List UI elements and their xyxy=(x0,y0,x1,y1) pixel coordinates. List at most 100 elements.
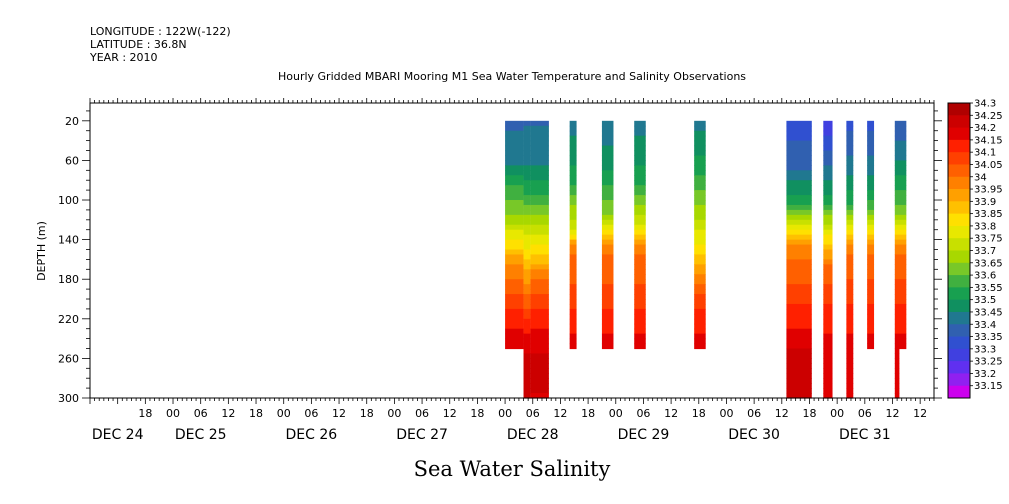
data-cell xyxy=(601,214,614,221)
data-cell xyxy=(523,308,531,315)
data-cell xyxy=(569,239,577,246)
data-cell xyxy=(786,383,812,389)
data-cell xyxy=(894,318,907,325)
data-cell xyxy=(867,259,875,265)
data-cell xyxy=(530,299,549,305)
data-cell xyxy=(523,318,531,325)
data-cell xyxy=(523,338,531,345)
data-cell xyxy=(786,195,812,201)
data-cell xyxy=(523,299,531,305)
x-tick-label: 06 xyxy=(747,407,761,420)
data-cell xyxy=(530,190,549,196)
data-cell xyxy=(867,175,875,181)
data-cell xyxy=(569,150,577,157)
data-cell xyxy=(786,294,812,300)
data-cell xyxy=(530,219,549,226)
data-cell xyxy=(823,254,833,261)
data-cell xyxy=(601,190,614,196)
data-cell xyxy=(634,264,646,270)
data-cell xyxy=(523,269,531,275)
data-cell xyxy=(634,328,646,335)
data-cell xyxy=(530,393,549,399)
data-cell xyxy=(601,204,614,211)
data-cell xyxy=(694,274,706,280)
data-cell xyxy=(894,393,900,399)
data-cell xyxy=(530,120,549,127)
colorbar-swatch xyxy=(948,275,970,288)
data-cell xyxy=(634,125,646,132)
data-cell xyxy=(569,155,577,162)
x-day-label: DEC 31 xyxy=(839,427,891,443)
data-cell xyxy=(786,214,812,221)
data-cell xyxy=(523,373,531,379)
data-cell xyxy=(894,254,907,261)
data-cell xyxy=(786,130,812,137)
data-cell xyxy=(894,313,907,320)
data-cell xyxy=(894,378,900,384)
data-cell xyxy=(823,219,833,226)
data-cell xyxy=(505,209,524,216)
data-cell xyxy=(601,135,614,142)
data-cell xyxy=(523,383,531,389)
data-cell xyxy=(530,145,549,152)
data-cell xyxy=(846,175,854,181)
data-cell xyxy=(694,219,706,226)
data-cell xyxy=(530,170,549,176)
data-cell xyxy=(786,170,812,176)
x-tick-label: 18 xyxy=(249,407,263,420)
data-cell xyxy=(523,333,531,340)
data-cell xyxy=(523,135,531,142)
x-day-label: DEC 27 xyxy=(396,427,448,443)
data-cell xyxy=(634,338,646,345)
data-cell xyxy=(523,328,531,335)
data-cell xyxy=(786,120,812,127)
data-cell xyxy=(846,234,854,241)
data-cell xyxy=(846,200,854,206)
data-cell xyxy=(846,160,854,166)
x-tick-label: 18 xyxy=(802,407,816,420)
data-cell xyxy=(694,303,706,310)
colorbar-swatch xyxy=(948,348,970,362)
data-cell xyxy=(894,249,907,256)
data-cell xyxy=(846,284,854,290)
x-tick-label: 12 xyxy=(332,407,346,420)
data-cell xyxy=(786,264,812,270)
data-cell xyxy=(694,175,706,181)
data-cell xyxy=(823,145,833,152)
data-cell xyxy=(505,284,524,290)
data-cell xyxy=(867,209,875,216)
colorbar-label: 33.75 xyxy=(974,234,1003,245)
data-cell xyxy=(846,323,854,330)
data-cell xyxy=(530,229,549,236)
y-tick-label: 60 xyxy=(65,154,79,167)
data-cell xyxy=(694,249,706,256)
data-cell xyxy=(505,175,524,181)
data-cell xyxy=(823,303,833,310)
data-cell xyxy=(601,284,614,290)
x-tick-label: 18 xyxy=(470,407,484,420)
data-cell xyxy=(523,130,531,137)
data-cell xyxy=(601,279,614,285)
data-cell xyxy=(523,244,531,251)
data-cell xyxy=(634,180,646,186)
data-cell xyxy=(694,244,706,251)
x-day-label: DEC 25 xyxy=(175,427,227,443)
data-cell xyxy=(634,195,646,201)
data-cell xyxy=(823,353,833,359)
data-cell xyxy=(523,388,531,394)
data-cell xyxy=(786,393,812,399)
data-cell xyxy=(523,239,531,246)
x-tick-label: 00 xyxy=(719,407,733,420)
data-cell xyxy=(786,165,812,171)
data-cell xyxy=(569,279,577,285)
data-cell xyxy=(505,318,524,325)
colorbar-swatch xyxy=(948,225,970,239)
colorbar-swatch xyxy=(948,115,970,128)
data-cell xyxy=(634,313,646,320)
data-cell xyxy=(634,219,646,226)
data-cell xyxy=(505,150,524,157)
data-cell xyxy=(505,303,524,310)
data-cell xyxy=(846,229,854,236)
y-tick-label: 260 xyxy=(58,352,79,365)
colorbar-label: 34 xyxy=(974,172,987,183)
